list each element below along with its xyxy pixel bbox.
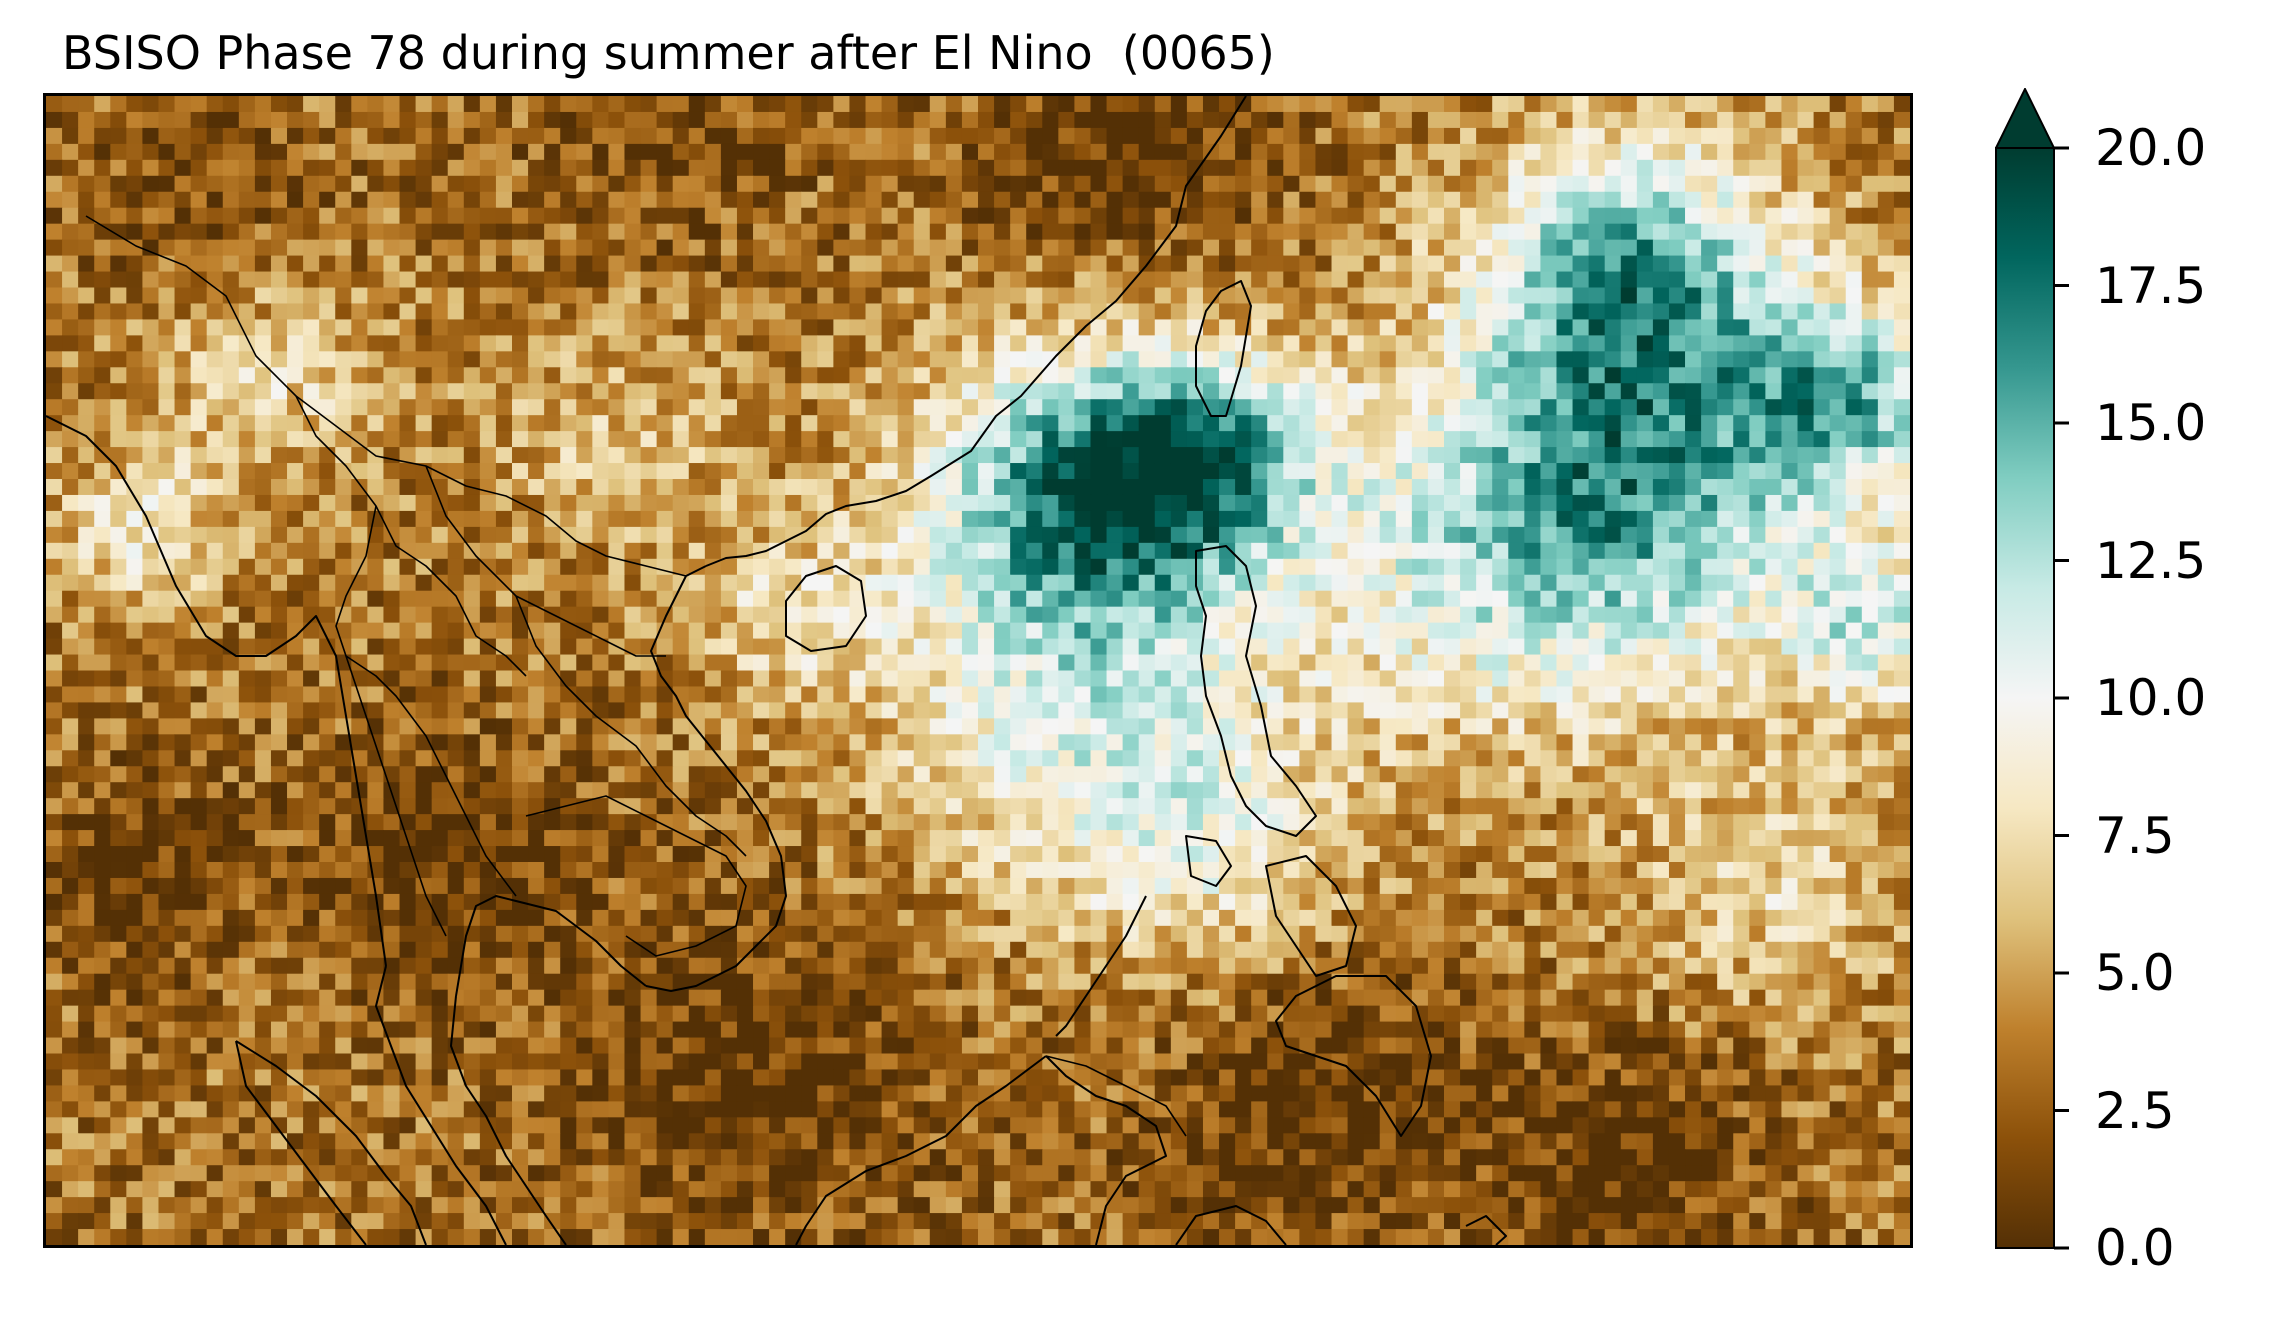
colorbar-tick-label: 17.5 — [2095, 256, 2207, 315]
coastline-mindanao — [1275, 975, 1432, 1137]
coastline-sumatra — [235, 1040, 427, 1245]
coastline-sumatra-south — [235, 1040, 367, 1245]
raster-field — [46, 96, 1910, 1245]
coastline-borneo-west — [795, 1055, 1047, 1245]
colorbar-tick-label: 0.0 — [2095, 1219, 2175, 1277]
coastline-cambodia — [455, 895, 647, 997]
coastline-hainan — [785, 565, 867, 652]
precipitation-field-map — [46, 96, 1910, 1245]
coastline-malay-peninsula-west — [375, 965, 507, 1245]
country-borders — [85, 215, 1187, 1137]
colorbar-tick-label: 2.5 — [2095, 1081, 2175, 1140]
coastline-borneo — [1045, 1055, 1167, 1245]
colorbar-tick-label: 5.0 — [2095, 944, 2175, 1002]
colorbar-fill — [1995, 147, 2055, 1249]
coastline-palawan — [1055, 895, 1147, 1037]
coastline-sulawesi — [1175, 1205, 1287, 1245]
colorbar-tick-label: 7.5 — [2095, 806, 2175, 865]
coastline-vietnam — [645, 565, 787, 992]
coastline-islands-east — [1465, 1215, 1507, 1245]
colorbar-tick-label: 10.0 — [2095, 669, 2207, 727]
map-panel — [43, 93, 1913, 1248]
colorbar-tick-label: 15.0 — [2095, 394, 2207, 452]
coastline-myanmar — [46, 415, 387, 967]
colorbar — [1995, 88, 2069, 1250]
coastline-mindoro — [1185, 835, 1232, 887]
coastline-luzon — [1195, 545, 1317, 837]
coastline-malay-peninsula — [450, 995, 567, 1245]
coastline-south-china — [705, 96, 1247, 567]
colorbar-tick-label: 20.0 — [2095, 119, 2207, 177]
coastline-visayas — [1265, 855, 1357, 977]
map-title: BSISO Phase 78 during summer after El Ni… — [62, 26, 1275, 80]
coastline-taiwan — [1195, 280, 1252, 417]
colorbar-extend-arrow — [1995, 88, 2056, 149]
coastlines — [46, 96, 1507, 1245]
colorbar-ticks — [2054, 146, 2069, 1250]
colorbar-tick-label: 12.5 — [2095, 531, 2207, 590]
